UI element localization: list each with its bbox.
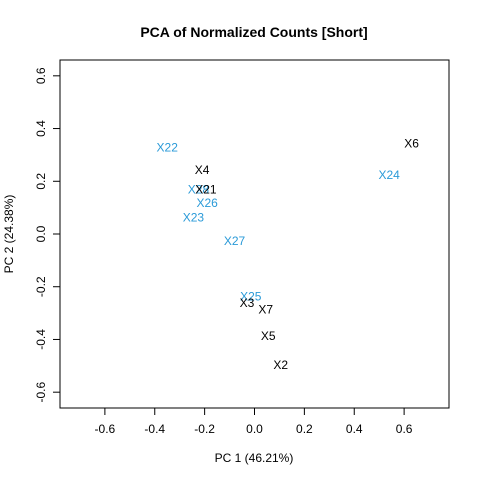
y-axis-tick-label: 0.6 bbox=[34, 67, 48, 84]
point-label-x25: X25 bbox=[240, 289, 262, 303]
x-axis: -0.6 -0.4 -0.2 0.0 0.2 0.4 0.6 bbox=[95, 408, 413, 436]
chart-title: PCA of Normalized Counts [Short] bbox=[140, 24, 367, 40]
x-axis-label: PC 1 (46.21%) bbox=[215, 451, 294, 465]
point-label-x26: X26 bbox=[196, 196, 218, 210]
x-axis-tick-label: -0.2 bbox=[194, 422, 215, 436]
x-axis-tick-label: 0.2 bbox=[296, 422, 313, 436]
x-axis-tick-label: -0.6 bbox=[95, 422, 116, 436]
x-axis-tick-label: -0.4 bbox=[144, 422, 165, 436]
point-label-x3: X3 bbox=[240, 296, 255, 310]
point-label-x5: X5 bbox=[261, 329, 276, 343]
x-axis-tick-label: 0.4 bbox=[346, 422, 363, 436]
y-axis-tick-label: 0.0 bbox=[34, 225, 48, 242]
y-axis-label: PC 2 (24.38%) bbox=[2, 195, 16, 274]
y-axis: -0.6 -0.4 -0.2 0.0 0.2 0.4 0.6 bbox=[34, 67, 60, 403]
point-label-x28: X28 bbox=[188, 183, 210, 197]
y-axis-tick-label: -0.6 bbox=[34, 382, 48, 403]
point-label-x21: X21 bbox=[195, 183, 217, 197]
point-label-x22: X22 bbox=[157, 140, 179, 154]
y-axis-tick-label: 0.2 bbox=[34, 173, 48, 190]
y-axis-tick-label: 0.4 bbox=[34, 120, 48, 137]
x-axis-tick-label: 0.0 bbox=[246, 422, 263, 436]
point-label-x2: X2 bbox=[273, 358, 288, 372]
point-label-x4: X4 bbox=[195, 163, 210, 177]
y-axis-tick-label: -0.2 bbox=[34, 276, 48, 297]
plot-area-frame bbox=[59, 59, 450, 409]
point-label-x24: X24 bbox=[378, 168, 400, 182]
point-label-x23: X23 bbox=[183, 210, 205, 224]
point-label-x7: X7 bbox=[258, 303, 273, 317]
y-axis-tick-label: -0.4 bbox=[34, 329, 48, 350]
point-label-x27: X27 bbox=[224, 234, 246, 248]
x-axis-tick-label: 0.6 bbox=[396, 422, 413, 436]
point-label-x6: X6 bbox=[404, 137, 419, 151]
